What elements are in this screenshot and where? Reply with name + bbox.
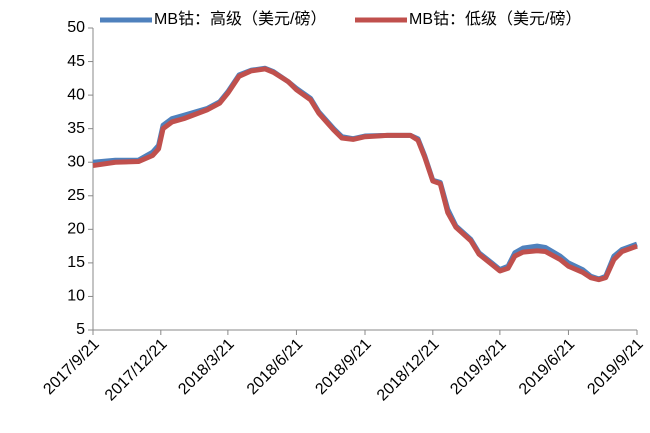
- y-tick-label: 20: [67, 221, 85, 238]
- x-tick-label: 2018/9/21: [312, 336, 374, 398]
- y-tick-label: 50: [67, 19, 85, 36]
- series-line: [92, 65, 638, 282]
- y-tick-label: 35: [67, 120, 85, 137]
- y-tick-label: 25: [67, 187, 85, 204]
- legend-label: MB钴：低级（美元/磅）: [409, 10, 581, 28]
- x-tick-label: 2018/12/21: [374, 336, 443, 405]
- y-tick-label: 45: [67, 53, 85, 70]
- y-tick-label: 5: [76, 321, 85, 338]
- x-tick-label: 2019/3/21: [447, 336, 509, 398]
- x-tick-label: 2018/3/21: [175, 336, 237, 398]
- y-tick-label: 15: [67, 254, 85, 271]
- x-tick-label: 2019/9/21: [584, 336, 646, 398]
- y-tick-label: 10: [67, 288, 85, 305]
- x-tick-label: 2018/6/21: [244, 336, 306, 398]
- series-line: [92, 66, 638, 283]
- y-tick-label: 30: [67, 153, 85, 170]
- y-tick-label: 40: [67, 86, 85, 103]
- legend-label: MB钴：高级（美元/磅）: [154, 10, 326, 28]
- x-tick-label: 2017/12/21: [102, 336, 171, 405]
- x-tick-label: 2017/9/21: [40, 336, 102, 398]
- x-tick-label: 2019/6/21: [516, 336, 578, 398]
